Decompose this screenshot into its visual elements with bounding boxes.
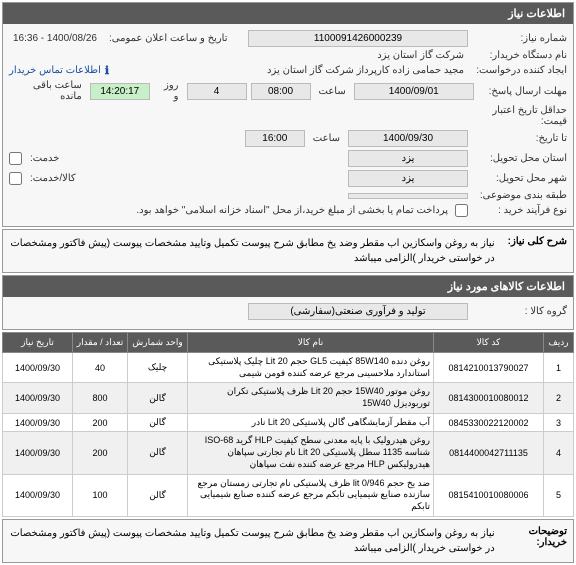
col-idx: ردیف	[544, 333, 574, 353]
remaining-suffix: ساعت باقی مانده	[9, 80, 86, 102]
cell-date: 1400/09/30	[3, 413, 73, 432]
cell-idx: 4	[544, 432, 574, 474]
cell-idx: 2	[544, 383, 574, 413]
cell-qty: 200	[73, 413, 128, 432]
items-table-wrap: ردیف کد کالا نام کالا واحد شمارش تعداد /…	[2, 332, 574, 517]
table-row: 10814210013790027روغن دنده 85W140 کیفیت …	[3, 353, 574, 383]
service-checkbox[interactable]	[9, 152, 22, 165]
table-row: 20814300010080012روغن موتور 15W40 حجم 20…	[3, 383, 574, 413]
need-no-value: 1100091426000239	[248, 30, 468, 47]
need-info-header: اطلاعات نیاز	[3, 3, 573, 24]
multi-value	[348, 193, 468, 199]
process-checkbox[interactable]	[455, 204, 468, 217]
cell-date: 1400/09/30	[3, 474, 73, 516]
reply-deadline-date: 1400/09/01	[354, 83, 474, 100]
table-row: 50815410010080006ضد یخ حجم 0/946 lit ظرف…	[3, 474, 574, 516]
remaining-days-label: روز و	[154, 80, 183, 102]
cell-unit: گالن	[128, 413, 188, 432]
cell-qty: 100	[73, 474, 128, 516]
cell-date: 1400/09/30	[3, 432, 73, 474]
cell-qty: 200	[73, 432, 128, 474]
col-code: کد کالا	[434, 333, 544, 353]
buyer-desc-text: نیاز به روغن واسکازین اب مقطر وضد یخ مطا…	[3, 520, 501, 562]
table-header-row: ردیف کد کالا نام کالا واحد شمارش تعداد /…	[3, 333, 574, 353]
requester-label: ایجاد کننده درخواست:	[472, 65, 567, 76]
cell-unit: گالن	[128, 474, 188, 516]
cell-name: ضد یخ حجم 0/946 lit ظرف پلاستیکی نام تجا…	[188, 474, 434, 516]
city-value: یزد	[348, 170, 468, 187]
cell-name: روغن هیدرولیک با پایه معدنی سطح کیفیت HL…	[188, 432, 434, 474]
info-icon: ℹ	[105, 64, 109, 77]
cell-name: روغن موتور 15W40 حجم 20 Lit ظرف پلاستیکی…	[188, 383, 434, 413]
buyer-desc-label: توضیحات خریدار:	[501, 520, 573, 562]
col-date: تاریخ نیاز	[3, 333, 73, 353]
items-header: اطلاعات کالاهای مورد نیاز	[3, 276, 573, 297]
goods-service-label: کالا/خدمت:	[26, 173, 80, 184]
reply-deadline-time: 08:00	[251, 83, 311, 100]
need-no-label: شماره نیاز:	[472, 33, 567, 44]
group-value: تولید و فرآوری صنعتی(سفارشی)	[248, 303, 468, 320]
cell-unit: چلیک	[128, 353, 188, 383]
cell-qty: 40	[73, 353, 128, 383]
cell-idx: 3	[544, 413, 574, 432]
summary-label: شرح کلی نیاز:	[501, 230, 573, 272]
province-value: یزد	[348, 150, 468, 167]
valid-to-label: تا تاریخ:	[472, 133, 567, 144]
multi-label: طبقه بندی موضوعی:	[472, 190, 567, 201]
public-ts-value: 1400/08/26 - 16:36	[9, 33, 101, 44]
buyer-desc-section: توضیحات خریدار: نیاز به روغن واسکازین اب…	[2, 519, 574, 563]
cell-code: 0845330022120002	[434, 413, 544, 432]
cell-idx: 1	[544, 353, 574, 383]
col-qty: تعداد / مقدار	[73, 333, 128, 353]
valid-to-time: 16:00	[245, 130, 305, 147]
summary-section: شرح کلی نیاز: نیاز به روغن واسکازین اب م…	[2, 229, 574, 273]
cell-code: 0814300010080012	[434, 383, 544, 413]
cell-code: 0814210013790027	[434, 353, 544, 383]
province-label: استان محل تحویل:	[472, 153, 567, 164]
public-ts-label: تاریخ و ساعت اعلان عمومی:	[105, 33, 244, 44]
cell-name: آب مقطر آزمایشگاهی گالن پلاستیکی 20 Lit …	[188, 413, 434, 432]
remaining-days: 4	[187, 83, 247, 100]
contact-link[interactable]: اطلاعات تماس خریدار	[9, 65, 101, 76]
group-label: گروه کالا :	[472, 306, 567, 317]
table-row: 30845330022120002آب مقطر آزمایشگاهی گالن…	[3, 413, 574, 432]
buyer-org-label: نام دستگاه خریدار:	[472, 50, 567, 61]
city-label: شهر محل تحویل:	[472, 173, 567, 184]
reply-deadline-label: مهلت ارسال پاسخ:	[478, 86, 567, 97]
table-row: 40814400042711135روغن هیدرولیک با پایه م…	[3, 432, 574, 474]
cell-code: 0814400042711135	[434, 432, 544, 474]
cell-date: 1400/09/30	[3, 353, 73, 383]
cell-unit: گالن	[128, 432, 188, 474]
process-label: نوع فرآیند خرید :	[472, 205, 567, 216]
buyer-org-value: شرکت گاز استان یزد	[373, 50, 468, 61]
col-unit: واحد شمارش	[128, 333, 188, 353]
cell-name: روغن دنده 85W140 کیفیت GL5 حجم 20 Lit چل…	[188, 353, 434, 383]
time-label-1: ساعت	[315, 86, 350, 97]
need-info-panel: اطلاعات نیاز شماره نیاز: 110009142600023…	[2, 2, 574, 227]
service-label: خدمت:	[26, 153, 63, 164]
cell-idx: 5	[544, 474, 574, 516]
process-note: پرداخت تمام یا بخشی از مبلغ خرید،از محل …	[136, 205, 448, 216]
valid-to-date: 1400/09/30	[348, 130, 468, 147]
items-panel: اطلاعات کالاهای مورد نیاز گروه کالا : تو…	[2, 275, 574, 330]
items-table: ردیف کد کالا نام کالا واحد شمارش تعداد /…	[2, 332, 574, 517]
cell-qty: 800	[73, 383, 128, 413]
countdown: 14:20:17	[90, 83, 150, 100]
cell-unit: گالن	[128, 383, 188, 413]
cell-date: 1400/09/30	[3, 383, 73, 413]
requester-value: مجید حمامی زاده کارپرداز شرکت گاز استان …	[263, 65, 468, 76]
col-name: نام کالا	[188, 333, 434, 353]
time-label-2: ساعت	[309, 133, 344, 144]
cell-code: 0815410010080006	[434, 474, 544, 516]
valid-price-label: حداقل تاریخ اعتبار قیمت:	[472, 105, 567, 127]
need-info-body: شماره نیاز: 1100091426000239 تاریخ و ساع…	[3, 24, 573, 226]
summary-text: نیاز به روغن واسکازین اب مقطر وضد یخ مطا…	[3, 230, 501, 272]
goods-service-checkbox[interactable]	[9, 172, 22, 185]
